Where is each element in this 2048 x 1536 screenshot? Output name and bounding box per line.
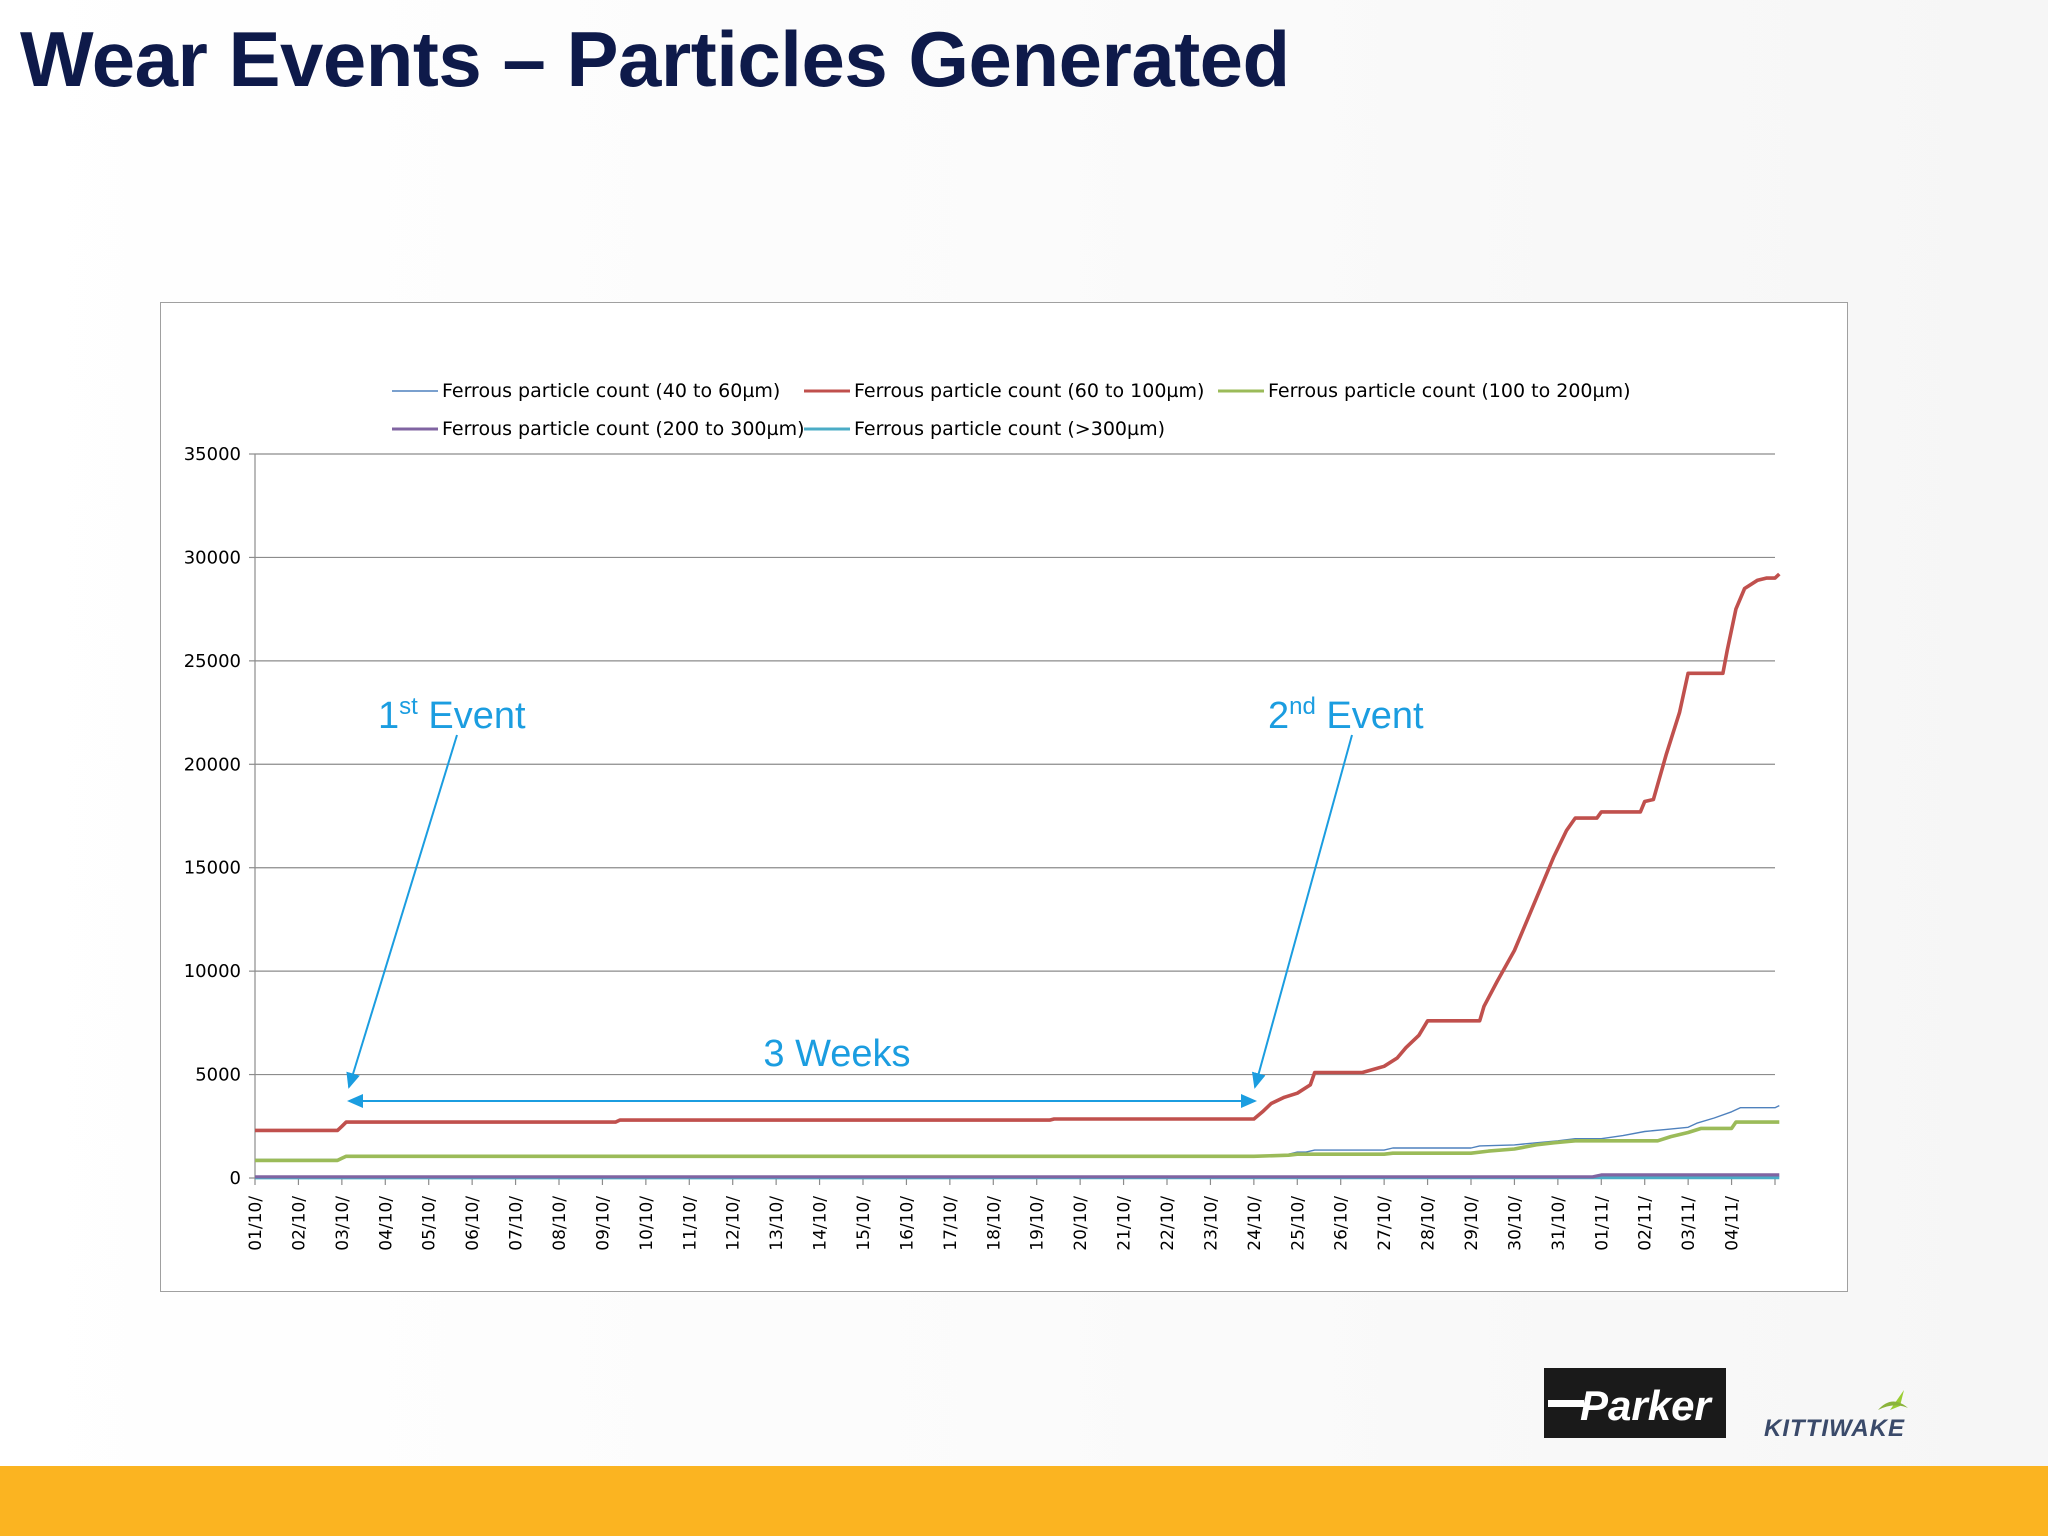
kittiwake-logo: KITTIWAKE [1760,1388,1930,1445]
y-tick-label: 25000 [184,651,241,672]
x-tick-label: 22/10/ [1158,1196,1178,1251]
x-tick-label: 24/10/ [1245,1196,1265,1251]
legend-label: Ferrous particle count (40 to 60µm) [442,380,780,402]
x-tick-label: 19/10/ [1028,1196,1048,1251]
event2-label: 2nd Event [1268,693,1424,737]
x-tick-label: 03/11/ [1679,1196,1699,1251]
axes: 0 5000 10000 15000 20000 25000 30000 35000 01/10… [184,444,1776,1251]
footer-accent-bar [0,1466,2048,1536]
x-tick-label: 14/10/ [811,1196,831,1251]
y-tick-label: 30000 [184,547,241,568]
x-tick-label: 20/10/ [1071,1196,1091,1251]
legend-label: Ferrous particle count (100 to 200µm) [1268,380,1631,402]
x-tick-label: 04/10/ [376,1196,396,1251]
x-tick-label: 07/10/ [507,1196,527,1251]
kittiwake-wordmark: KITTIWAKE [1764,1415,1905,1440]
x-tick-label: 15/10/ [854,1196,874,1251]
series-line [255,1104,1780,1161]
x-tick-label: 09/10/ [593,1196,613,1251]
event2-arrow [1251,734,1353,1089]
x-tick-label: 13/10/ [767,1196,787,1251]
x-tick-label: 26/10/ [1332,1196,1352,1251]
x-tick-label: 02/11/ [1636,1196,1656,1251]
x-tick-label: 12/10/ [724,1196,744,1251]
series-lines [254,572,1781,1180]
x-tick-label: 18/10/ [984,1196,1004,1251]
x-tick-label: 25/10/ [1288,1196,1308,1251]
legend-label: Ferrous particle count (200 to 300µm) [442,418,805,440]
line-chart: 0 5000 10000 15000 20000 25000 30000 35000 01/10… [184,380,1781,1251]
series-line [255,572,1781,1133]
parker-logo: Parker [1544,1368,1726,1438]
x-tick-label: 02/10/ [289,1196,309,1251]
slide-title: Wear Events – Particles Generated [20,15,1290,103]
x-tick-label: 21/10/ [1115,1196,1135,1251]
event1-arrow [346,734,458,1089]
y-tick-label: 35000 [184,444,241,465]
x-tick-label: 10/10/ [637,1196,657,1251]
x-tick-label: 11/10/ [680,1196,700,1251]
duration-label: 3 Weeks [763,1033,910,1075]
x-tick-label: 03/10/ [333,1196,353,1251]
x-tick-label: 01/11/ [1592,1196,1612,1251]
annotations: 1st Event 2nd Event 3 Weeks [346,693,1424,1108]
x-tick-label: 30/10/ [1505,1196,1525,1251]
legend: Ferrous particle count (40 to 60µm) Ferro… [392,380,1631,440]
y-tick-label: 15000 [184,858,241,879]
event1-label: 1st Event [378,693,526,737]
x-tick-label: 27/10/ [1375,1196,1395,1251]
x-tick-label: 05/10/ [420,1196,440,1251]
parker-wordmark: Parker [1580,1382,1713,1429]
y-tick-label: 5000 [195,1065,241,1086]
x-tick-label: 29/10/ [1462,1196,1482,1251]
y-tick-label: 10000 [184,961,241,982]
x-tick-label: 04/11/ [1723,1196,1743,1251]
x-tick-label: 31/10/ [1549,1196,1569,1251]
x-tick-label: 23/10/ [1201,1196,1221,1251]
legend-label: Ferrous particle count (60 to 100µm) [854,380,1204,402]
x-tick-label: 06/10/ [463,1196,483,1251]
x-tick-label: 17/10/ [941,1196,961,1251]
y-tick-label: 0 [230,1168,241,1189]
x-tick-label: 28/10/ [1419,1196,1439,1251]
gridlines [255,453,1775,1076]
legend-label: Ferrous particle count (>300µm) [854,418,1165,440]
chart-frame: 0 5000 10000 15000 20000 25000 30000 35000 01/10… [160,302,1848,1292]
y-tick-label: 20000 [184,754,241,775]
series-line [255,1120,1780,1163]
series-line [255,1173,1780,1179]
x-tick-label: 01/10/ [246,1196,266,1251]
x-tick-label: 16/10/ [897,1196,917,1251]
x-tick-label: 08/10/ [550,1196,570,1251]
